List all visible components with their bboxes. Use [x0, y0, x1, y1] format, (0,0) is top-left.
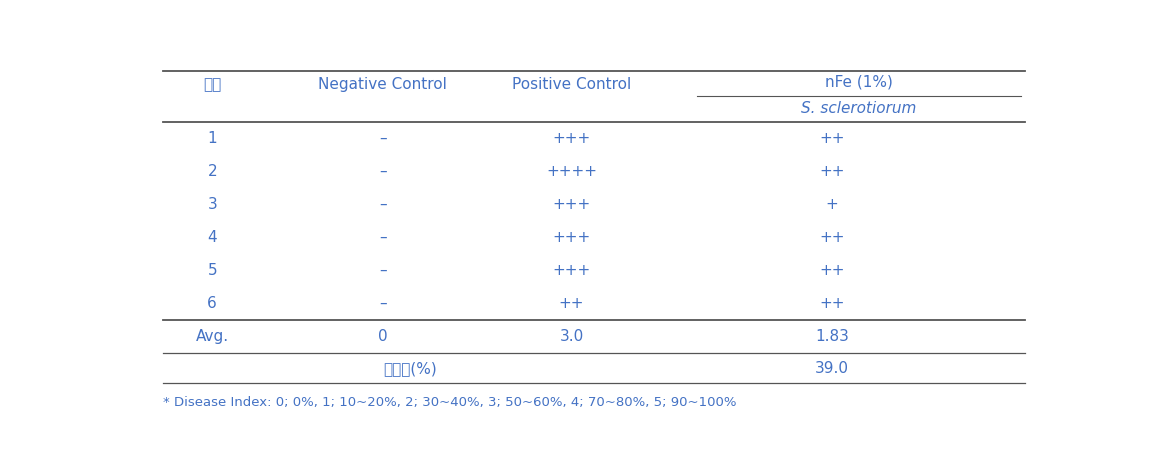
- Text: ++: ++: [819, 131, 845, 146]
- Text: 2: 2: [207, 164, 217, 179]
- Text: 1.83: 1.83: [815, 329, 848, 344]
- Text: –: –: [379, 164, 387, 179]
- Text: nFe (1%): nFe (1%): [825, 74, 892, 90]
- Text: ++++: ++++: [546, 164, 597, 179]
- Text: ++: ++: [819, 263, 845, 278]
- Text: 반복: 반복: [203, 78, 221, 92]
- Text: 방제가(%): 방제가(%): [382, 361, 437, 376]
- Text: 39.0: 39.0: [815, 361, 850, 376]
- Text: +++: +++: [553, 263, 591, 278]
- Text: +++: +++: [553, 197, 591, 212]
- Text: +: +: [825, 197, 838, 212]
- Text: 5: 5: [207, 263, 217, 278]
- Text: –: –: [379, 230, 387, 245]
- Text: * Disease Index: 0; 0%, 1; 10~20%, 2; 30~40%, 3; 50~60%, 4; 70~80%, 5; 90~100%: * Disease Index: 0; 0%, 1; 10~20%, 2; 30…: [162, 396, 736, 409]
- Text: –: –: [379, 263, 387, 278]
- Text: 0: 0: [378, 329, 388, 344]
- Text: 4: 4: [207, 230, 217, 245]
- Text: –: –: [379, 296, 387, 311]
- Text: ++: ++: [559, 296, 584, 311]
- Text: +++: +++: [553, 131, 591, 146]
- Text: 1: 1: [207, 131, 217, 146]
- Text: Negative Control: Negative Control: [319, 78, 447, 92]
- Text: –: –: [379, 131, 387, 146]
- Text: Positive Control: Positive Control: [512, 78, 632, 92]
- Text: +++: +++: [553, 230, 591, 245]
- Text: ++: ++: [819, 230, 845, 245]
- Text: S. sclerotiorum: S. sclerotiorum: [801, 101, 917, 117]
- Text: 6: 6: [207, 296, 217, 311]
- Text: 3.0: 3.0: [560, 329, 584, 344]
- Text: 3: 3: [207, 197, 217, 212]
- Text: Avg.: Avg.: [196, 329, 228, 344]
- Text: –: –: [379, 197, 387, 212]
- Text: ++: ++: [819, 296, 845, 311]
- Text: ++: ++: [819, 164, 845, 179]
